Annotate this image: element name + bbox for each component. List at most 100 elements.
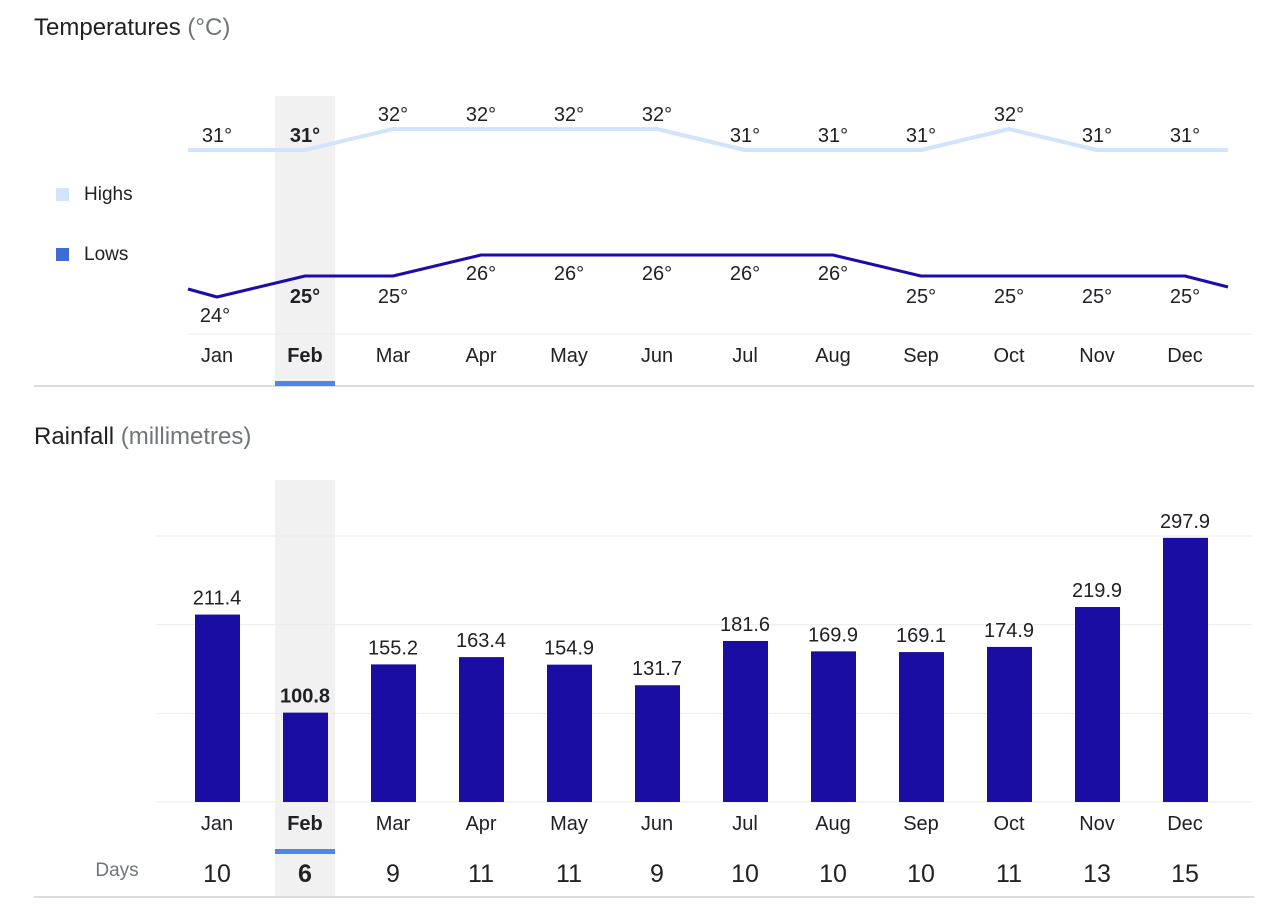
rainfall-data-label: 131.7 <box>632 658 682 680</box>
lows-data-label: 26° <box>554 263 584 285</box>
highs-data-label: 32° <box>466 104 496 126</box>
rainfall-month-tick-label: Apr <box>465 813 496 835</box>
highs-data-label: 31° <box>730 125 760 147</box>
rainfall-bar <box>283 712 328 802</box>
rainfall-month-tick-label: Nov <box>1079 813 1115 835</box>
rainfall-month-tick-label: Feb <box>287 813 323 835</box>
lows-series-line <box>187 253 1229 299</box>
selected-month-band-rainfall <box>275 480 335 896</box>
rainfall-bar <box>195 614 240 802</box>
rain-days-value: 10 <box>731 860 759 888</box>
rain-days-value: 11 <box>996 860 1022 888</box>
rainfall-data-label: 169.9 <box>808 624 858 646</box>
rainfall-data-label: 297.9 <box>1160 511 1210 533</box>
highs-data-label: 32° <box>642 104 672 126</box>
temperatures-title: Temperatures (°C) <box>34 14 230 42</box>
rainfall-month-tick-label: Jan <box>201 813 233 835</box>
temperatures-unit: (°C) <box>187 14 231 41</box>
rain-days-value: 10 <box>907 860 935 888</box>
temperature-month-tick-label: Nov <box>1079 345 1115 367</box>
highs-data-label: 32° <box>378 104 408 126</box>
selected-month-marker-rainfall <box>275 849 335 854</box>
temperature-month-tick-label: Jun <box>641 345 673 367</box>
rainfall-bar <box>459 657 504 802</box>
rain-days-label: Days <box>95 860 138 881</box>
highs-data-label: 31° <box>290 125 320 147</box>
rain-days-value: 6 <box>298 860 312 888</box>
rain-days-value: 9 <box>386 860 400 888</box>
highs-data-label: 32° <box>554 104 584 126</box>
temperature-month-tick-label: Jan <box>201 345 233 367</box>
rainfall-bar <box>723 640 768 802</box>
highs-series-line <box>188 127 1228 152</box>
rainfall-data-label: 169.1 <box>896 625 946 647</box>
lows-data-label: 25° <box>1170 286 1200 308</box>
rainfall-bar <box>811 651 856 802</box>
rainfall-data-label: 219.9 <box>1072 580 1122 602</box>
legend-lows: Lows <box>56 244 128 266</box>
rainfall-month-tick-label: Mar <box>376 813 411 835</box>
lows-data-label: 25° <box>906 286 936 308</box>
lows-data-label: 25° <box>290 286 320 308</box>
rainfall-bar <box>635 685 680 802</box>
highs-data-label: 32° <box>994 104 1024 126</box>
rainfall-bar <box>987 646 1032 802</box>
lows-data-label: 26° <box>730 263 760 285</box>
rainfall-title-text: Rainfall <box>34 423 115 450</box>
highs-data-label: 31° <box>202 125 232 147</box>
highs-data-label: 31° <box>906 125 936 147</box>
rain-days-value: 13 <box>1083 860 1111 888</box>
rainfall-month-tick-label: Jul <box>732 813 758 835</box>
rainfall-month-tick-label: Oct <box>993 813 1025 835</box>
legend-highs-label: Highs <box>84 184 133 205</box>
temperature-month-tick-label: May <box>550 345 588 367</box>
lows-data-label: 25° <box>378 286 408 308</box>
rainfall-data-label: 174.9 <box>984 620 1034 642</box>
rainfall-title: Rainfall (millimetres) <box>34 423 251 451</box>
rain-days-value: 10 <box>819 860 847 888</box>
highs-data-label: 31° <box>818 125 848 147</box>
rainfall-data-label: 155.2 <box>368 637 418 659</box>
rainfall-bar <box>371 664 416 802</box>
rain-days-value: 9 <box>650 860 664 888</box>
temperature-month-tick-label: Jul <box>732 345 758 367</box>
temperature-month-tick-label: Aug <box>815 345 851 367</box>
lows-data-label: 24° <box>200 305 230 327</box>
temperature-month-tick-label: Mar <box>376 345 411 367</box>
lows-data-label: 25° <box>1082 286 1112 308</box>
temperature-month-tick-label: Sep <box>903 345 939 367</box>
rainfall-data-label: 211.4 <box>193 588 242 610</box>
rainfall-data-label: 154.9 <box>544 638 594 660</box>
rainfall-month-tick-label: Dec <box>1167 813 1203 835</box>
temperature-month-tick-label: Feb <box>287 345 323 367</box>
highs-data-label: 31° <box>1082 125 1112 147</box>
lows-swatch-icon <box>56 248 69 261</box>
rain-days-value: 10 <box>203 860 231 888</box>
rainfall-bar <box>899 652 944 802</box>
legend-lows-label: Lows <box>84 244 129 265</box>
rainfall-data-label: 181.6 <box>720 614 770 636</box>
rainfall-data-label: 100.8 <box>280 686 330 708</box>
temperature-month-tick-label: Apr <box>465 345 496 367</box>
temperatures-divider <box>34 385 1254 387</box>
highs-swatch-icon <box>56 188 69 201</box>
rainfall-data-label: 163.4 <box>456 630 506 652</box>
legend-highs: Highs <box>56 184 133 206</box>
rainfall-month-tick-label: Aug <box>815 813 851 835</box>
rainfall-bar <box>547 664 592 802</box>
temperature-month-tick-label: Dec <box>1167 345 1203 367</box>
highs-data-label: 31° <box>1170 125 1200 147</box>
rain-days-value: 15 <box>1171 860 1199 888</box>
rain-days-value: 11 <box>468 860 494 888</box>
lows-data-label: 26° <box>466 263 496 285</box>
rainfall-divider <box>34 896 1254 898</box>
lows-data-label: 26° <box>642 263 672 285</box>
temperature-month-tick-label: Oct <box>993 345 1025 367</box>
lows-data-label: 26° <box>818 263 848 285</box>
rain-days-value: 11 <box>556 860 582 888</box>
rainfall-month-tick-label: Sep <box>903 813 939 835</box>
rainfall-month-tick-label: Jun <box>641 813 673 835</box>
rainfall-unit: (millimetres) <box>120 423 252 450</box>
rainfall-month-tick-label: May <box>550 813 588 835</box>
